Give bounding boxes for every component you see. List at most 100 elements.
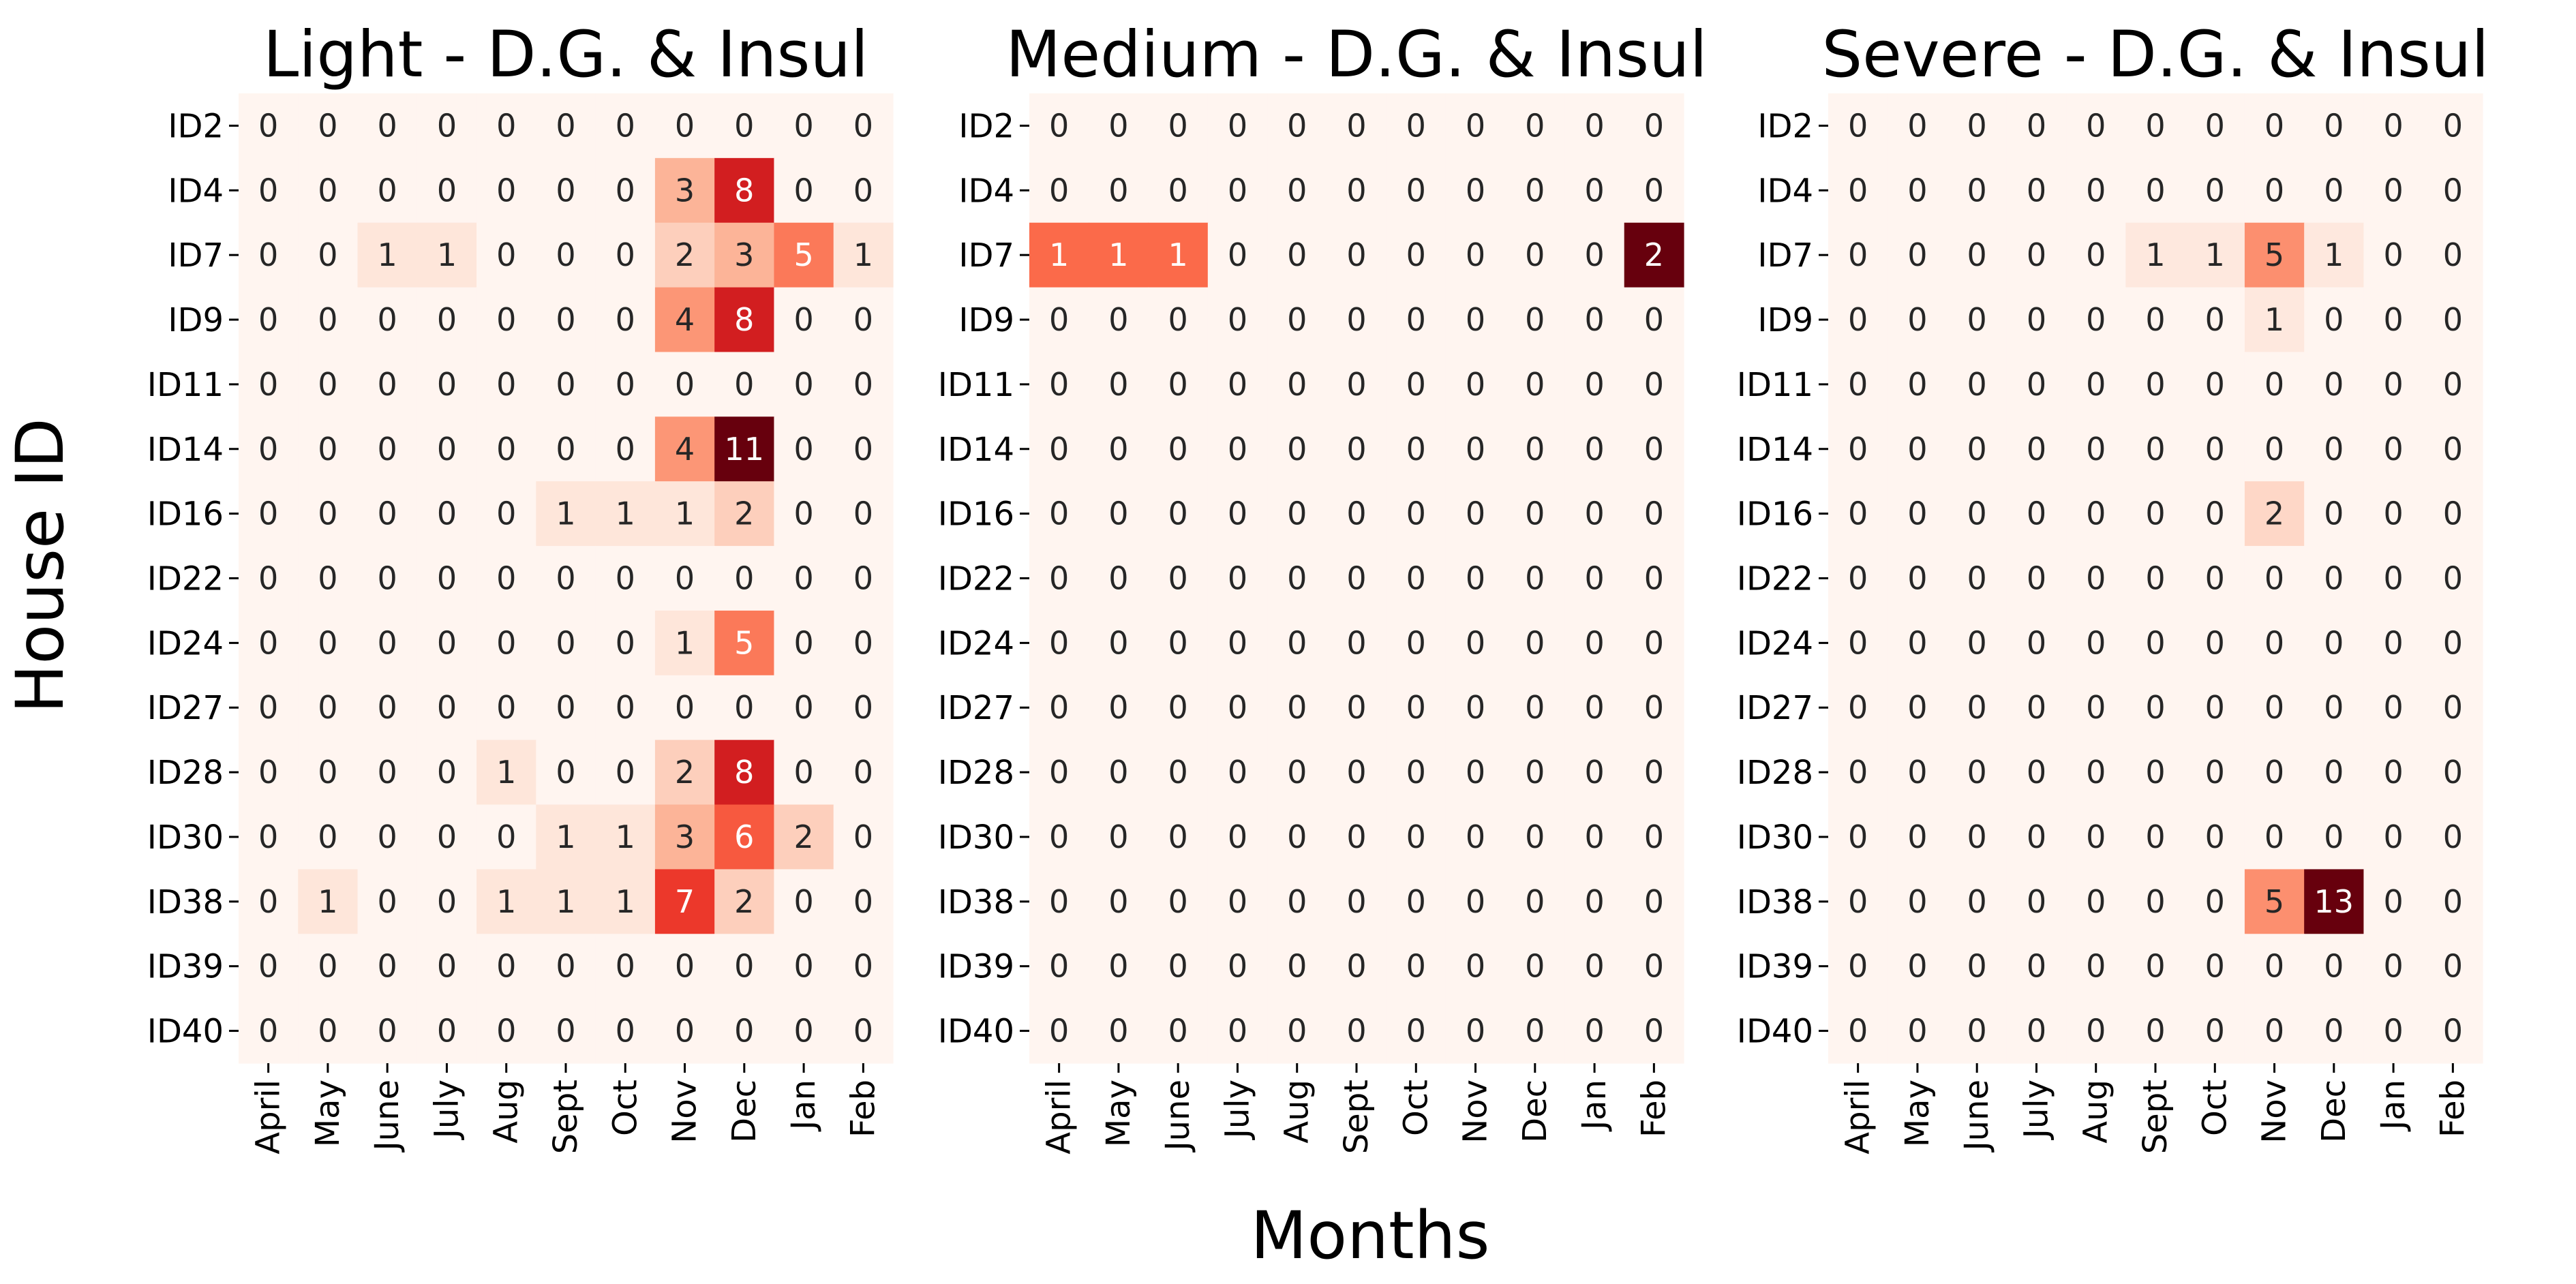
cell-value-label: 1 <box>496 883 516 920</box>
y-tick-label: ID4 <box>1757 172 1813 210</box>
heatmap-cell <box>298 352 359 417</box>
cell-value-label: 0 <box>1584 560 1604 597</box>
heatmap-cell <box>2363 93 2424 159</box>
cell-value-label: 0 <box>2383 1013 2403 1050</box>
heatmap-cell <box>1624 934 1684 999</box>
cell-value-label: 8 <box>734 172 754 209</box>
heatmap-cell <box>2423 675 2483 741</box>
cell-value-label: 0 <box>437 883 457 920</box>
heatmap-cell <box>1089 869 1149 934</box>
heatmap-cell <box>298 998 359 1064</box>
heatmap-cell <box>714 739 775 806</box>
cell-value-label: 0 <box>2443 883 2463 920</box>
heatmap-cell <box>774 93 834 159</box>
cell-value-label: 0 <box>1907 107 1927 144</box>
cell-value-label: 0 <box>2027 431 2046 468</box>
heatmap-cell <box>833 481 894 547</box>
heatmap-cell <box>416 675 477 741</box>
x-tick-label: June <box>1159 1080 1197 1153</box>
cell-value-label: 0 <box>2086 948 2106 985</box>
y-tick-label: ID27 <box>938 689 1014 727</box>
cell-value-label: 6 <box>734 819 754 855</box>
heatmap-cell <box>2304 675 2365 741</box>
cell-value-label: 0 <box>2443 624 2463 661</box>
heatmap-cell <box>1267 610 1327 676</box>
cell-value-label: 0 <box>2205 948 2225 985</box>
cell-value-label: 0 <box>258 689 278 726</box>
cell-value-label: 0 <box>1967 948 1987 985</box>
heatmap-cell <box>1564 546 1625 611</box>
heatmap-cell <box>1828 416 1888 482</box>
cell-value-label: 0 <box>2443 948 2463 985</box>
heatmap-cell <box>2244 675 2305 741</box>
cell-value-label: 0 <box>258 948 278 985</box>
heatmap-cell <box>833 675 894 741</box>
cell-value-label: 0 <box>2205 883 2225 920</box>
x-tick-label: Dec <box>2315 1080 2353 1143</box>
cell-value-label: 0 <box>734 107 754 144</box>
cell-value-label: 0 <box>1049 301 1069 338</box>
cell-value-label: 0 <box>1168 1013 1188 1050</box>
cell-value-label: 0 <box>1525 1013 1545 1050</box>
cell-value-label: 0 <box>1907 689 1927 726</box>
heatmap-cell <box>2423 739 2483 806</box>
y-tick-label: ID9 <box>168 301 224 339</box>
cell-value-label: 0 <box>437 689 457 726</box>
heatmap-cell <box>1947 610 2007 676</box>
cell-value-label: 0 <box>1049 431 1069 468</box>
heatmap-cell <box>1445 998 1506 1064</box>
heatmap-cell <box>654 934 715 999</box>
heatmap-cell <box>2363 869 2424 934</box>
cell-value-label: 0 <box>1967 236 1987 273</box>
cell-value-label: 0 <box>793 689 813 726</box>
heatmap-cell <box>1089 416 1149 482</box>
cell-value-label: 0 <box>2027 1013 2046 1050</box>
cell-value-label: 0 <box>1168 495 1188 532</box>
heatmap-cell <box>2423 804 2483 870</box>
heatmap-cell <box>1564 675 1625 741</box>
heatmap-cell <box>1624 804 1684 870</box>
y-tick-label: ID24 <box>1737 624 1813 662</box>
heatmap-cell <box>1267 546 1327 611</box>
heatmap-cell <box>1029 352 1089 417</box>
heatmap-cell <box>1386 416 1446 482</box>
cell-value-label: 0 <box>1168 819 1188 855</box>
heatmap-cell <box>239 804 299 870</box>
y-tick-label: ID28 <box>938 754 1014 792</box>
cell-value-label: 0 <box>437 1013 457 1050</box>
cell-value-label: 0 <box>496 366 516 403</box>
x-tick-label: Sept <box>1337 1080 1376 1154</box>
heatmap-cell <box>1505 739 1566 806</box>
heatmap-cell <box>1624 416 1684 482</box>
cell-value-label: 0 <box>1228 107 1247 144</box>
cell-value-label: 0 <box>437 301 457 338</box>
heatmap-cell <box>2244 481 2305 547</box>
cell-value-label: 0 <box>1049 366 1069 403</box>
heatmap-cell <box>2363 287 2424 353</box>
y-tick-label: ID28 <box>1737 754 1813 792</box>
cell-value-label: 0 <box>378 754 397 791</box>
cell-value-label: 2 <box>793 819 813 855</box>
cell-value-label: 0 <box>734 560 754 597</box>
cell-value-label: 0 <box>2443 1013 2463 1050</box>
cell-value-label: 0 <box>1168 301 1188 338</box>
cell-value-label: 0 <box>1967 107 1987 144</box>
heatmap-cell <box>1564 481 1625 547</box>
heatmap-cell <box>1089 998 1149 1064</box>
cell-value-label: 0 <box>1287 1013 1307 1050</box>
x-tick-label: July <box>1218 1080 1256 1140</box>
cell-value-label: 0 <box>378 301 397 338</box>
heatmap-cell <box>2304 222 2365 288</box>
heatmap-cell <box>1947 998 2007 1064</box>
heatmap-cell <box>1386 481 1446 547</box>
heatmap-cell <box>536 481 596 547</box>
cell-value-label: 0 <box>1525 883 1545 920</box>
cell-value-label: 0 <box>1466 431 1485 468</box>
cell-value-label: 2 <box>2264 495 2284 532</box>
heatmap-cell <box>357 934 418 999</box>
cell-value-label: 0 <box>1346 689 1366 726</box>
heatmap-cell <box>1888 93 1948 159</box>
heatmap-cell <box>1564 93 1625 159</box>
heatmap-cell <box>1029 804 1089 870</box>
heatmap-cell <box>2006 222 2067 288</box>
